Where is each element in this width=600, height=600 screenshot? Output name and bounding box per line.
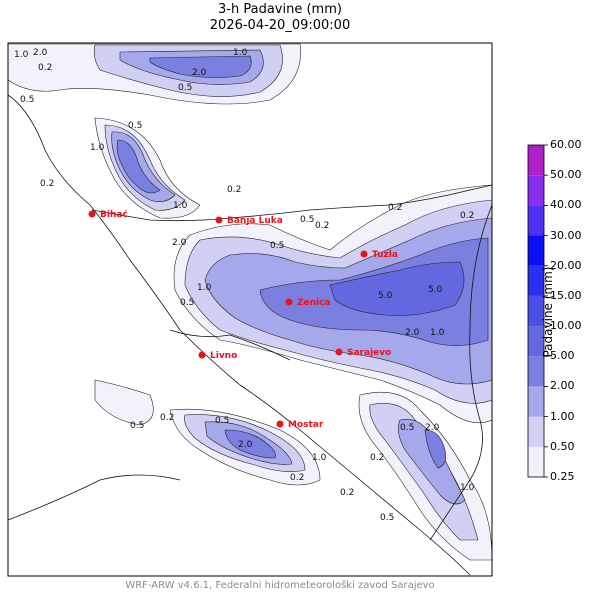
contour-label: 0.5 [400,423,414,433]
city-label-livno: Livno [210,351,237,361]
colorbar-tick-label: 0.50 [550,439,575,453]
contour-label: 1.0 [14,50,29,60]
contour-label: 0.2 [40,179,54,189]
map-title: 3-h Padavine (mm) [218,2,342,17]
city-markers: Bihać Banja Luka Tuzla Zenica Livno Sara… [88,209,398,430]
colorbar-tick-label: 50.00 [550,168,582,182]
contour-label: 2.0 [425,423,440,433]
contour-label: 5.0 [378,291,393,301]
contour-label: 1.0 [460,483,475,493]
contour-label: 0.2 [370,453,384,463]
contour-label: 0.2 [227,185,241,195]
contour-label: 0.2 [160,413,174,423]
contour-label: 2.0 [33,48,48,58]
colorbar-tick-label: 20.00 [550,258,582,272]
city-label-sarajevo: Sarajevo [347,348,391,358]
colorbar-tick-label: 2.00 [550,379,575,393]
colorbar-tick-label: 1.00 [550,409,575,423]
city-marker-livno[interactable] [198,351,206,359]
contour-label: 1.0 [312,453,327,463]
contour-label: 1.0 [173,201,188,211]
contour-label: 1.0 [430,328,445,338]
contour-label: 2.0 [238,440,253,450]
contour-label: 0.2 [290,473,304,483]
contour-label: 0.5 [180,298,194,308]
colorbar-tick-label: 5.00 [550,349,575,363]
colorbar-frame [527,144,545,478]
contour-label: 2.0 [405,328,420,338]
colorbar-swatch [528,416,544,447]
contour-label: 0.2 [460,211,474,221]
colorbar-tick-label: 10.00 [550,319,582,333]
colorbar-swatch [528,175,544,206]
colorbar-swatch [528,235,544,266]
city-marker-mostar[interactable] [276,420,284,428]
colorbar-swatch [528,295,544,327]
city-marker-sarajevo[interactable] [335,348,343,356]
contour-label: 0.5 [270,241,284,251]
city-marker-banja-luka[interactable] [215,216,223,224]
city-marker-tuzla[interactable] [360,250,368,258]
contour-label: 0.5 [178,83,192,93]
colorbar-swatch [528,356,544,387]
city-label-tuzla: Tuzla [372,250,398,260]
city-label-mostar: Mostar [288,420,324,430]
colorbar-tick-label: 0.25 [550,470,575,483]
contour-label: 0.5 [215,416,229,426]
contour-label: 0.2 [340,488,354,498]
contour-label: 0.2 [315,221,329,231]
contour-label: 0.5 [130,421,144,431]
city-label-zenica: Zenica [297,298,331,308]
contour-label: 0.5 [128,121,142,131]
footer-credit: WRF-ARW v4.6.1, Federalni hidrometeorolo… [125,580,435,591]
colorbar-swatch [528,205,544,236]
colorbar-swatch [528,265,544,296]
contour-label: 0.5 [380,513,394,523]
valid-time: 2026-04-20_09:00:00 [209,18,351,33]
colorbar [527,144,548,478]
contour-label: 1.0 [90,143,105,153]
contour-label: 5.0 [428,285,443,295]
colorbar-tick-label: 15.00 [550,288,582,302]
contour-label: 1.0 [233,48,248,58]
city-label-banja-luka: Banja Luka [227,216,283,226]
city-marker-bihac[interactable] [88,210,96,218]
city-marker-zenica[interactable] [285,298,293,306]
city-label-bihac: Bihać [100,209,128,220]
contour-label: 0.2 [38,63,52,73]
colorbar-swatch [528,145,544,176]
contour-label: 1.0 [197,283,212,293]
colorbar-tick-label: 60.00 [550,138,582,151]
coastlines-borders [8,94,492,576]
contour-label: 2.0 [192,68,207,78]
contour-label: 0.5 [20,95,34,105]
colorbar-tick-label: 40.00 [550,198,582,212]
contour-label: 0.5 [300,215,314,225]
colorbar-swatch [528,326,544,357]
colorbar-swatch [528,446,544,477]
colorbar-tick-label: 30.00 [550,228,582,242]
colorbar-swatch [528,386,544,417]
contour-label: 2.0 [172,238,187,248]
precipitation-fields [8,43,492,561]
contour-labels: 2.0 1.0 0.5 0.2 2.0 1.0 0.5 0.2 1.0 0.5 … [14,48,475,523]
contour-label: 0.2 [388,203,402,213]
